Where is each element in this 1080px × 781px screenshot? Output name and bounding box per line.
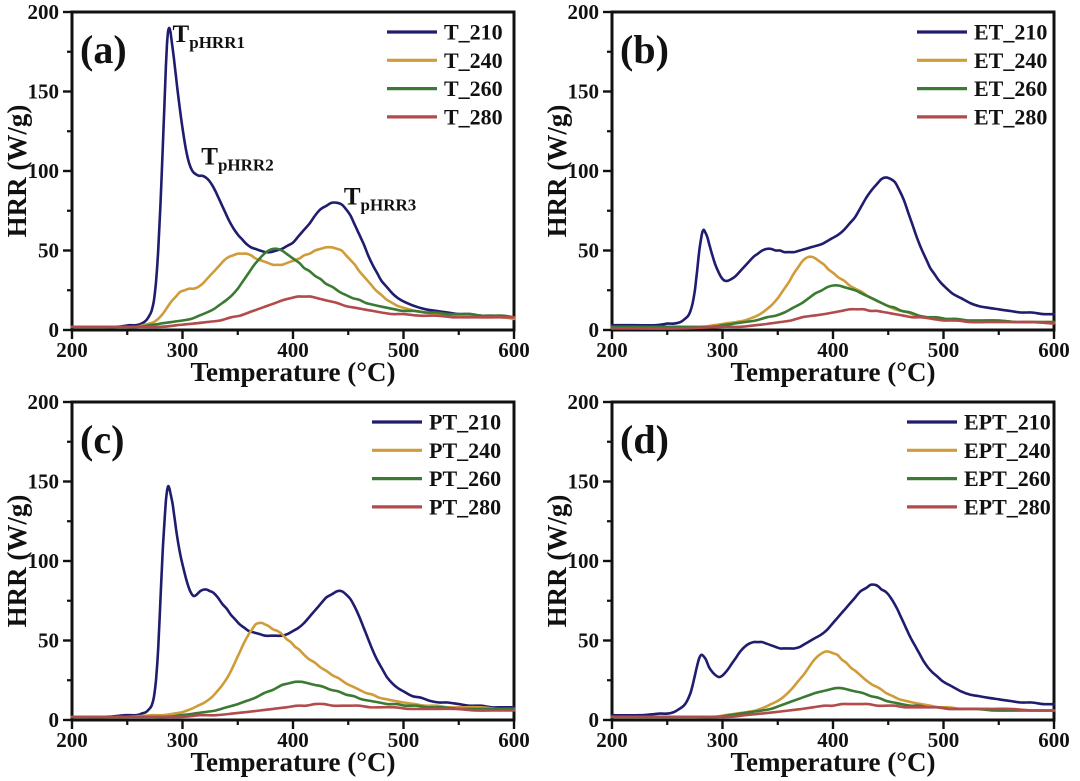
plot-frame: [70, 10, 516, 332]
legend-label-PT_280: PT_280: [429, 494, 501, 519]
y-tick-label: 50: [38, 629, 59, 653]
series-curve-T_280: [70, 295, 516, 329]
plot-frame: [610, 10, 1056, 332]
x-axis-label: Temperature (°C): [190, 357, 395, 387]
x-tick-label: 300: [167, 728, 199, 752]
peak-annotation-pHRR2: TpHRR2: [201, 144, 273, 175]
x-tick-label: 400: [277, 338, 309, 362]
y-tick-label: 50: [578, 239, 599, 263]
peak-annotation-pHRR1: TpHRR1: [173, 21, 245, 52]
series-curve-EPT_240: [610, 650, 1056, 719]
y-axis-label: HRR (W/g): [2, 105, 32, 238]
series-curve-PT_280: [70, 702, 516, 719]
x-tick-label: 500: [388, 338, 420, 362]
legend-label-ET_210: ET_210: [974, 20, 1047, 45]
panel-letter: (b): [620, 27, 669, 72]
x-tick-label: 300: [707, 728, 739, 752]
legend-label-EPT_210: EPT_210: [964, 410, 1051, 435]
y-tick-label: 200: [568, 390, 600, 414]
series-curve-EPT_260: [610, 686, 1056, 719]
panel-letter: (d): [620, 417, 669, 462]
panel-c-chart: 200 300 400 500 600 0 50 100 150 200 Temperature (…: [2, 390, 530, 777]
panel-c: 200 300 400 500 600 0 50 100 150 200 Temperature (…: [0, 390, 540, 780]
panel-b-chart: 200 300 400 500 600 0 50 100 150 200 Temperature (…: [542, 0, 1070, 387]
y-tick-label: 200: [28, 0, 60, 24]
peak-annotation-pHRR3: TpHRR3: [344, 183, 416, 214]
panel-d-chart: 200 300 400 500 600 0 50 100 150 200 Temperature (…: [542, 390, 1070, 777]
legend-label-ET_280: ET_280: [974, 104, 1047, 129]
y-tick-label: 0: [589, 318, 600, 342]
y-tick-label: 150: [568, 470, 600, 494]
panel-d: 200 300 400 500 600 0 50 100 150 200 Temperature (…: [540, 390, 1080, 780]
x-tick-label: 600: [1038, 338, 1070, 362]
panel-b: 200 300 400 500 600 0 50 100 150 200 Temperature (…: [540, 0, 1080, 390]
x-axis-label: Temperature (°C): [190, 747, 395, 777]
y-tick-label: 100: [28, 159, 60, 183]
legend-label-PT_240: PT_240: [429, 438, 501, 463]
x-tick-label: 200: [596, 728, 628, 752]
series-curve-T_210: [70, 26, 516, 329]
legend-label-ET_260: ET_260: [974, 76, 1047, 101]
series-curve-ET_210: [610, 176, 1056, 327]
y-axis-label: HRR (W/g): [542, 495, 572, 628]
legend-label-EPT_240: EPT_240: [964, 438, 1051, 463]
legend-label-ET_240: ET_240: [974, 48, 1047, 73]
legend-label-PT_260: PT_260: [429, 466, 501, 491]
series-curve-EPT_280: [610, 702, 1056, 719]
y-tick-label: 150: [28, 80, 60, 104]
y-tick-label: 100: [28, 549, 60, 573]
x-tick-label: 500: [388, 728, 420, 752]
panel-letter: (a): [80, 27, 127, 72]
x-tick-label: 200: [56, 728, 88, 752]
legend-label-PT_210: PT_210: [429, 410, 501, 435]
y-tick-label: 200: [568, 0, 600, 24]
plot-frame: [70, 400, 516, 722]
x-tick-label: 300: [707, 338, 739, 362]
legend-label-T_240: T_240: [444, 48, 503, 73]
y-tick-label: 0: [49, 318, 60, 342]
x-tick-label: 400: [277, 728, 309, 752]
x-tick-label: 500: [928, 338, 960, 362]
legend-label-EPT_260: EPT_260: [964, 466, 1051, 491]
x-tick-label: 500: [928, 728, 960, 752]
series-curve-T_240: [70, 245, 516, 329]
y-tick-label: 50: [578, 629, 599, 653]
legend-label-EPT_280: EPT_280: [964, 494, 1051, 519]
series-curve-ET_260: [610, 283, 1056, 329]
x-tick-label: 400: [817, 338, 849, 362]
y-tick-label: 200: [28, 390, 60, 414]
series-curve-EPT_210: [610, 583, 1056, 717]
y-axis-label: HRR (W/g): [542, 105, 572, 238]
y-tick-label: 0: [49, 708, 60, 732]
y-tick-label: 50: [38, 239, 59, 263]
series-curve-PT_240: [70, 621, 516, 719]
y-tick-label: 100: [568, 549, 600, 573]
x-tick-label: 300: [167, 338, 199, 362]
x-tick-label: 200: [56, 338, 88, 362]
series-curve-T_260: [70, 247, 516, 329]
panel-letter: (c): [80, 417, 124, 462]
series-curve-ET_280: [610, 307, 1056, 330]
y-tick-label: 150: [568, 80, 600, 104]
y-axis-label: HRR (W/g): [2, 495, 32, 628]
x-tick-label: 600: [498, 728, 530, 752]
legend-label-T_210: T_210: [444, 20, 503, 45]
legend-label-T_260: T_260: [444, 76, 503, 101]
plot-frame: [610, 400, 1056, 722]
x-tick-label: 600: [1038, 728, 1070, 752]
y-tick-label: 150: [28, 470, 60, 494]
panel-a-chart: 200 300 400 500 600 0 50 100 150 200 Temperature (…: [2, 0, 530, 387]
y-tick-label: 0: [589, 708, 600, 732]
x-axis-label: Temperature (°C): [730, 747, 935, 777]
panel-a: 200 300 400 500 600 0 50 100 150 200 Temperature (…: [0, 0, 540, 390]
x-tick-label: 400: [817, 728, 849, 752]
y-tick-label: 100: [568, 159, 600, 183]
x-tick-label: 200: [596, 338, 628, 362]
legend-label-T_280: T_280: [444, 104, 503, 129]
x-axis-label: Temperature (°C): [730, 357, 935, 387]
series-curve-ET_240: [610, 255, 1056, 329]
series-curve-PT_260: [70, 680, 516, 719]
x-tick-label: 600: [498, 338, 530, 362]
